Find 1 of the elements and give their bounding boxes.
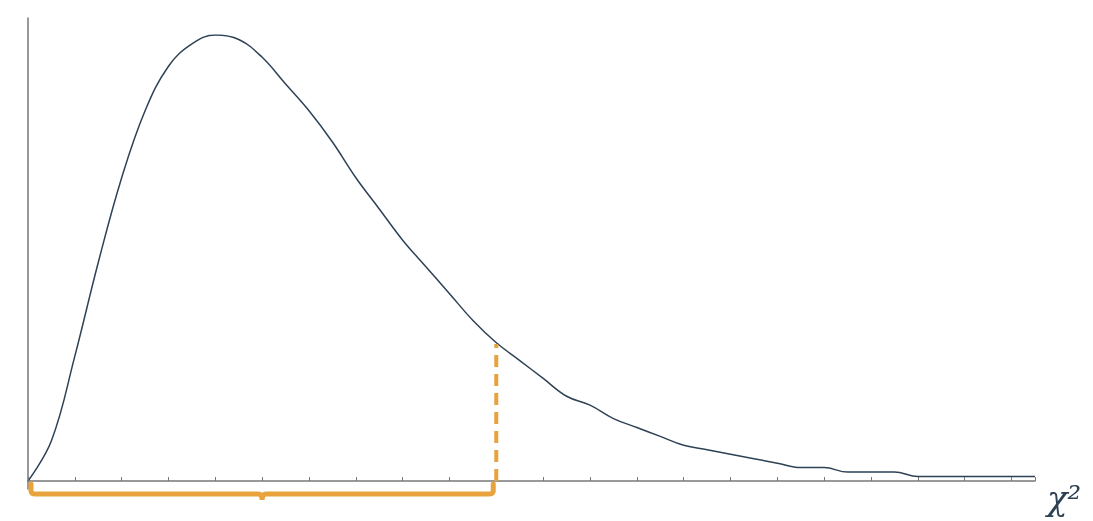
x-axis-title: χ² xyxy=(1045,478,1082,518)
